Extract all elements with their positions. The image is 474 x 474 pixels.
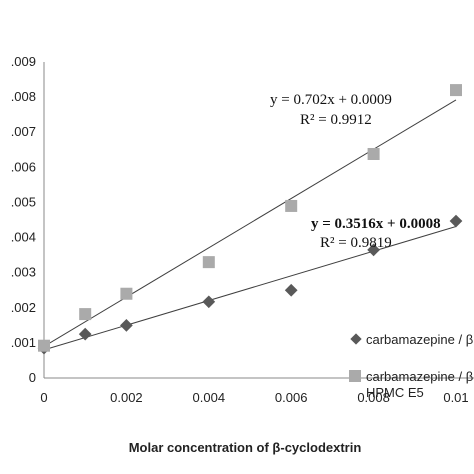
y-tick-label: .006 — [11, 159, 36, 174]
point-series-2 — [38, 339, 50, 352]
point-series-1 — [202, 295, 216, 309]
x-tick-labels: 0 0.002 0.004 0.006 0.008 0.01 — [40, 390, 468, 405]
trendline-series-2 — [43, 99, 457, 347]
x-tick-label: 0.006 — [275, 390, 308, 405]
point-series-1 — [449, 214, 463, 228]
point-series-2 — [79, 308, 92, 321]
y-tick-label: .005 — [11, 194, 36, 209]
trendline-series-1 — [43, 225, 457, 351]
trendlines — [43, 99, 457, 351]
legend-marker-diamond — [350, 333, 362, 345]
point-series-1 — [78, 327, 92, 341]
y-tick-label: .009 — [11, 54, 36, 69]
x-tick-label: 0.004 — [193, 390, 226, 405]
point-series-2 — [285, 199, 298, 212]
y-tick-label: .003 — [11, 265, 36, 280]
legend: carbamazepine / β carbamazepine / β HPMC… — [349, 332, 474, 400]
y-tick-label: .007 — [11, 124, 36, 139]
point-series-2 — [120, 287, 133, 300]
x-tick-label: 0.002 — [110, 390, 143, 405]
point-series-2 — [202, 256, 215, 269]
point-series-2 — [450, 84, 462, 97]
data-points — [37, 84, 463, 355]
legend-label-series-2-line-2: HPMC E5 — [366, 385, 424, 400]
point-series-1 — [120, 318, 133, 332]
y-tick-label: .008 — [11, 89, 36, 104]
r2-plain: R² = 0.9819 — [320, 235, 392, 251]
x-tick-label: 0.01 — [443, 390, 468, 405]
equation-plain: y = 0.3516x + 0.0008 — [311, 216, 441, 232]
x-axis-label: Molar concentration of β-cyclodextrin — [129, 440, 362, 455]
point-series-1 — [284, 283, 298, 297]
equation-series-1: y = 0.3516x + 0.0008 R² = 0.9819 — [311, 216, 441, 251]
y-tick-label: 0 — [29, 370, 36, 385]
x-tick-label: 0.008 — [357, 390, 390, 405]
equation-hpmc: y = 0.702x + 0.0009 — [270, 92, 392, 108]
legend-label-series-2: carbamazepine / β HPMC E5 — [366, 369, 474, 400]
equation-series-2: y = 0.702x + 0.0009 R² = 0.9912 — [270, 92, 392, 128]
x-tick-label: 0 — [40, 390, 47, 405]
y-tick-labels: 0 .001 .002 .003 .004 .005 .006 .007 .008 .009 — [11, 54, 36, 385]
legend-marker-square — [349, 370, 361, 382]
point-series-1 — [367, 243, 380, 257]
y-tick-label: .004 — [11, 230, 36, 245]
legend-label-series-1: carbamazepine / β — [366, 332, 473, 347]
y-tick-label: .002 — [11, 300, 36, 315]
legend-label-series-2-line-1: carbamazepine / β — [366, 369, 473, 384]
y-tick-label: .001 — [11, 335, 36, 350]
point-series-2 — [367, 147, 380, 160]
axes — [43, 62, 474, 379]
r2-hpmc: R² = 0.9912 — [300, 112, 372, 128]
